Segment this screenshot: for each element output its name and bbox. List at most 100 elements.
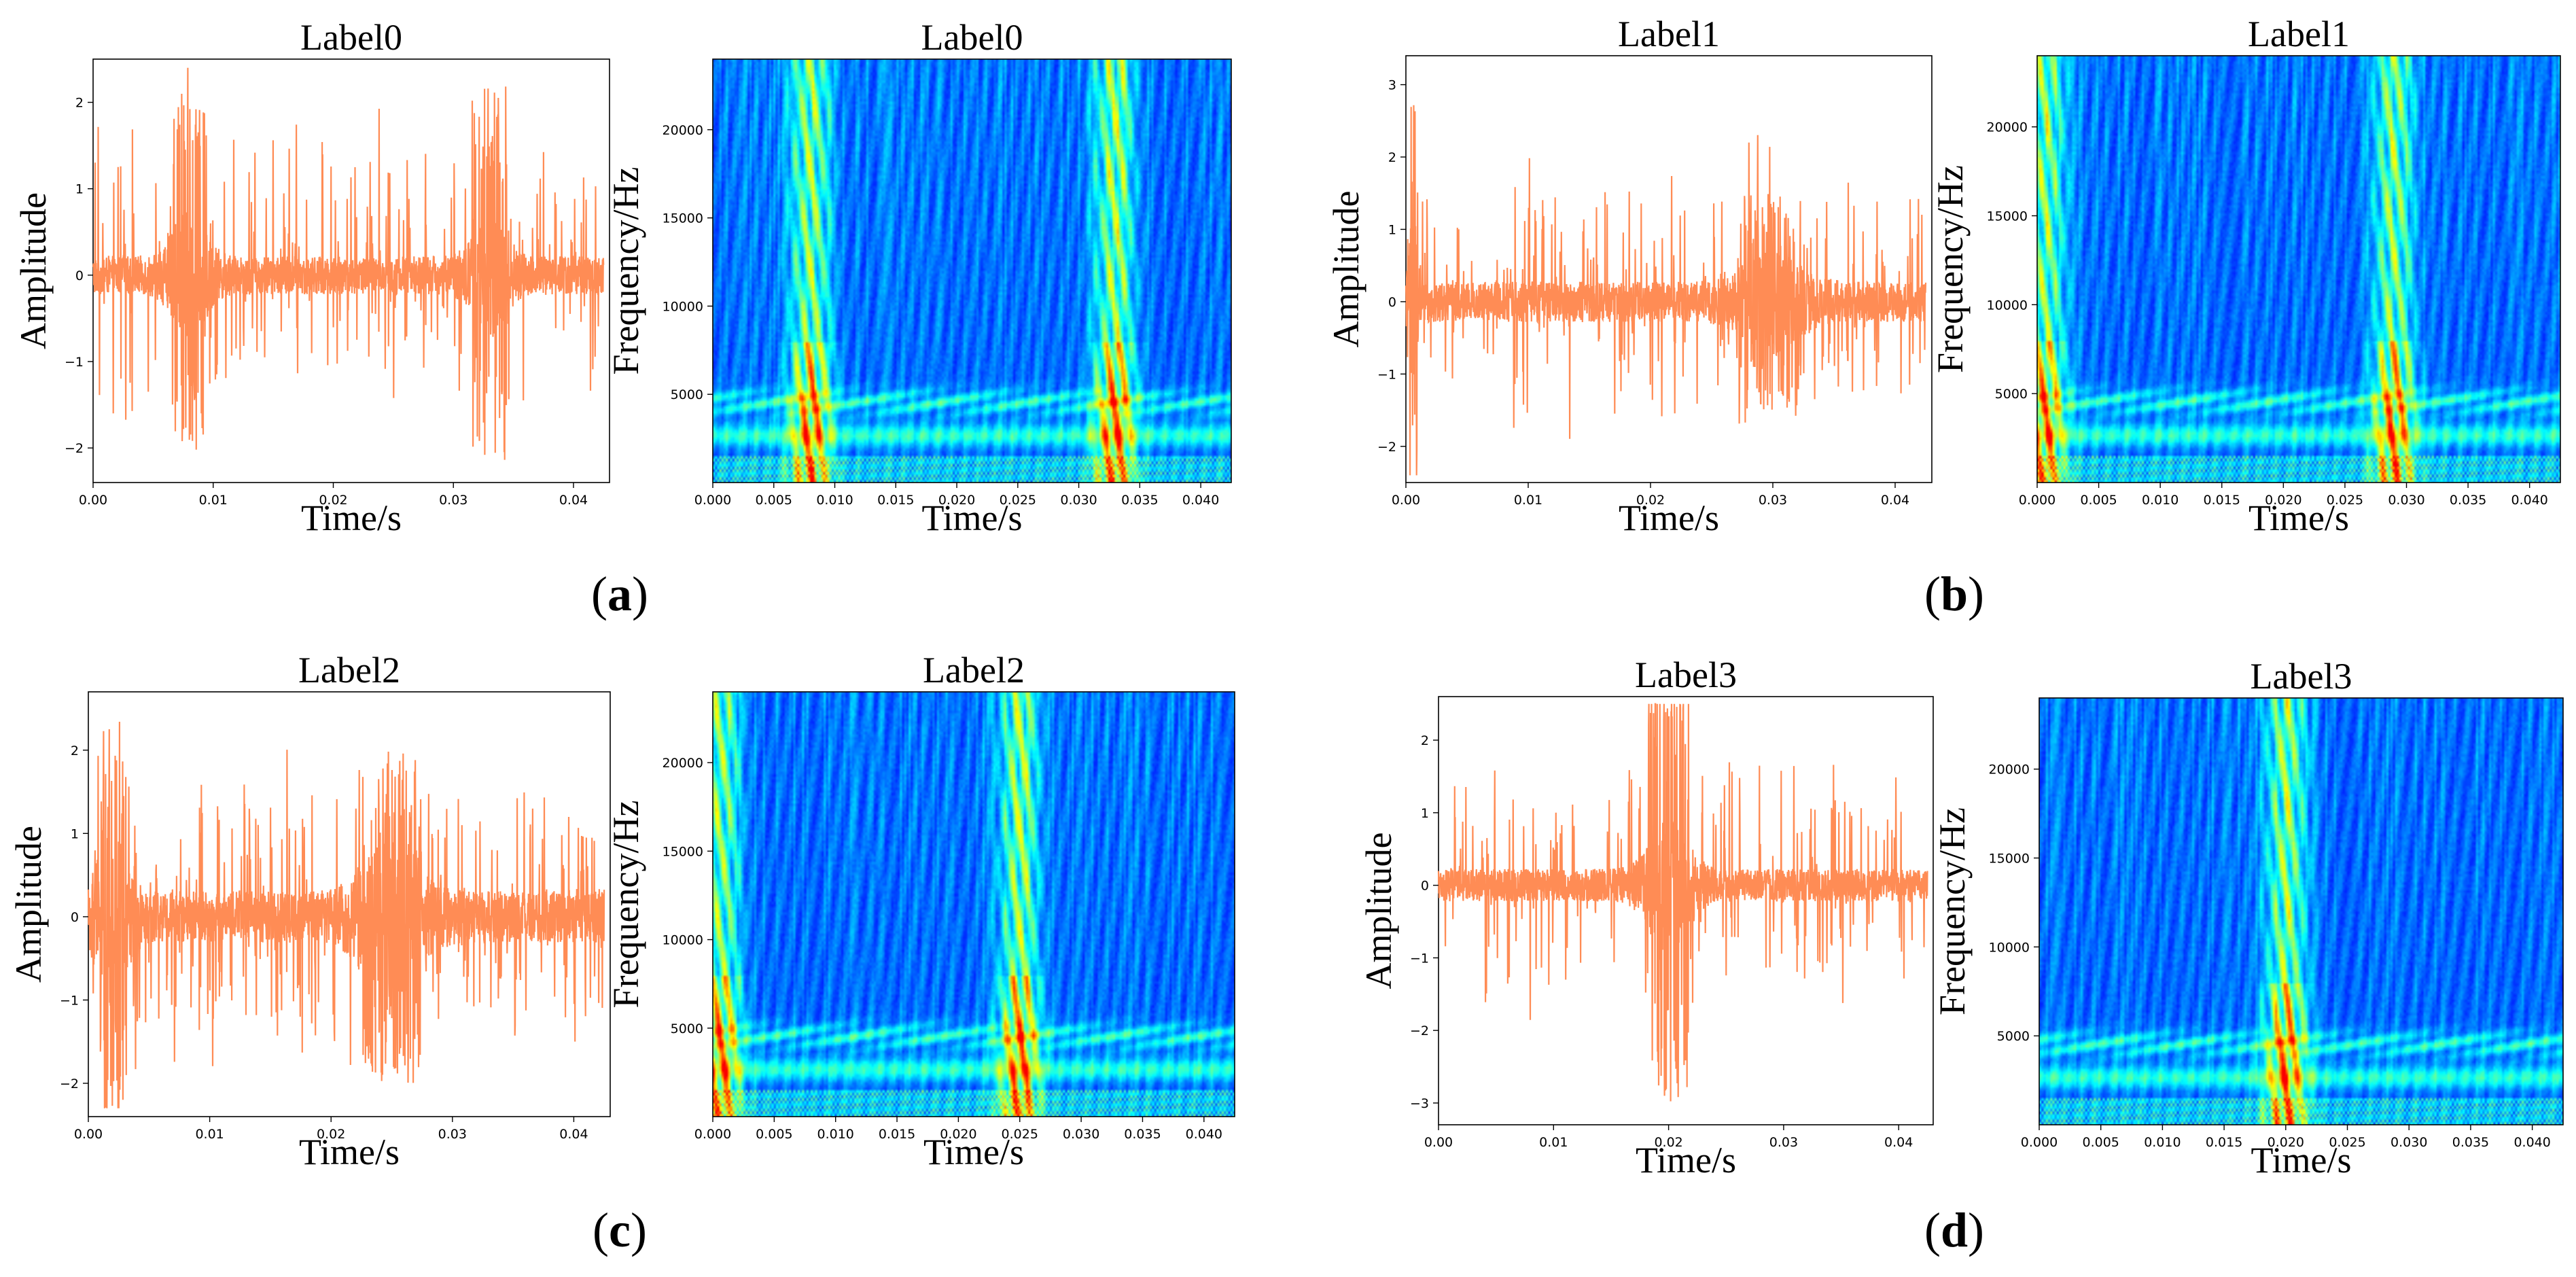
x-tick-label: 0.02	[1654, 1135, 1682, 1150]
panel-label: (a)	[591, 567, 648, 621]
y-tick-label: −1	[1377, 367, 1396, 382]
y-axis-label: Frequency/Hz	[1930, 165, 1971, 373]
waveform-plot-a: 0.00 0.01 0.02 0.03 0.04 2 1 0 −1 −2	[65, 58, 610, 508]
y-tick-label: −2	[65, 441, 84, 456]
x-tick-label: 0.025	[1000, 493, 1036, 508]
y-tick-label: 20000	[663, 756, 703, 771]
y-tick-label: 2	[71, 744, 79, 758]
plot-frame	[1405, 55, 1933, 483]
y-tick-label: 10000	[1989, 940, 2030, 955]
spectrogram-image	[2037, 56, 2560, 483]
spectrogram-image	[713, 59, 1231, 483]
y-tick-label: 15000	[663, 211, 703, 226]
x-tick-label: 0.01	[195, 1127, 224, 1142]
x-tick-label: 0.03	[1769, 1135, 1798, 1150]
panel-label: (b)	[1924, 567, 1984, 621]
y-axis-label: Frequency/Hz	[605, 167, 646, 375]
x-tick-label: 0.005	[756, 493, 792, 508]
x-tick-label: 0.030	[2390, 1135, 2427, 1150]
plot-title: Label0	[921, 17, 1023, 58]
y-tick-label: 20000	[1987, 120, 2028, 135]
x-axis-label: Time/s	[921, 497, 1022, 538]
spectrogram-image	[2039, 698, 2563, 1125]
x-axis-label: Time/s	[299, 1132, 400, 1172]
x-axis-label: Time/s	[1619, 497, 1719, 538]
plot-title: Label1	[1618, 14, 1720, 54]
y-tick-label: 15000	[663, 844, 703, 859]
y-tick-label: −2	[60, 1077, 79, 1091]
y-tick-label: 0	[1388, 295, 1396, 310]
spectrogram-plot-b: 0.000 0.005 0.010 0.015 0.020 0.025 0.030 0.035…	[1987, 55, 2561, 508]
x-tick-label: 0.010	[2142, 493, 2178, 508]
x-tick-label: 0.020	[2265, 493, 2301, 508]
y-tick-label: 1	[75, 182, 84, 197]
x-tick-label: 0.020	[938, 493, 975, 508]
y-tick-label: 5000	[1995, 387, 2028, 402]
x-tick-label: 0.01	[1539, 1135, 1568, 1150]
spectrogram-plot-d: 0.000 0.005 0.010 0.015 0.020 0.025 0.030 0.035…	[1989, 697, 2564, 1150]
x-tick-label: 0.020	[940, 1127, 976, 1142]
x-tick-label: 0.01	[1514, 493, 1542, 508]
x-tick-label: 0.04	[1881, 493, 1909, 508]
spectrogram-image	[713, 692, 1235, 1117]
x-tick-label: 0.010	[816, 493, 853, 508]
plot-title: Label3	[1635, 654, 1737, 695]
y-tick-label: −2	[1410, 1024, 1429, 1038]
y-tick-label: 2	[75, 96, 84, 111]
x-tick-label: 0.000	[2021, 1135, 2058, 1150]
plot-title: Label0	[300, 17, 402, 58]
y-tick-label: 3	[1388, 78, 1396, 93]
x-tick-label: 0.00	[74, 1127, 103, 1142]
x-tick-label: 0.03	[439, 493, 467, 508]
x-tick-label: 0.010	[2144, 1135, 2181, 1150]
y-axis-label: Amplitude	[1358, 833, 1399, 990]
y-tick-label: −1	[60, 993, 79, 1008]
x-tick-label: 0.03	[438, 1127, 467, 1142]
signal-line	[87, 721, 605, 1108]
x-tick-label: 0.04	[1884, 1135, 1913, 1150]
plot-title: Label1	[2248, 14, 2350, 54]
x-tick-label: 0.000	[694, 493, 731, 508]
x-tick-label: 0.005	[756, 1127, 792, 1142]
y-tick-label: 10000	[1987, 298, 2028, 313]
y-tick-label: −1	[1410, 951, 1429, 966]
x-tick-label: 0.035	[2452, 1135, 2489, 1150]
x-tick-label: 0.035	[2450, 493, 2486, 508]
x-tick-label: 0.005	[2080, 493, 2117, 508]
x-tick-label: 0.030	[1060, 493, 1097, 508]
y-tick-label: 10000	[663, 933, 703, 948]
panel-label: (d)	[1924, 1203, 1984, 1257]
x-tick-label: 0.015	[2204, 493, 2240, 508]
x-tick-label: 0.040	[2511, 493, 2548, 508]
x-tick-label: 0.035	[1124, 1127, 1161, 1142]
y-tick-label: 0	[75, 268, 84, 283]
x-tick-label: 0.030	[1063, 1127, 1099, 1142]
y-tick-label: 2	[1421, 733, 1429, 748]
x-tick-label: 0.000	[694, 1127, 731, 1142]
y-axis-label: Amplitude	[1326, 191, 1366, 348]
x-tick-label: 0.025	[1002, 1127, 1038, 1142]
y-tick-label: 15000	[1989, 852, 2030, 867]
x-tick-label: 0.00	[1424, 1135, 1453, 1150]
y-tick-label: 5000	[671, 387, 703, 402]
x-tick-label: 0.035	[1121, 493, 1158, 508]
y-tick-label: 0	[71, 910, 79, 925]
plot-title: Label3	[2251, 656, 2352, 697]
plot-frame	[2036, 55, 2561, 483]
y-tick-label: −2	[1377, 440, 1396, 455]
x-tick-label: 0.040	[2513, 1135, 2550, 1150]
plot-title: Label2	[923, 650, 1025, 690]
signal-line	[1437, 703, 1928, 1102]
y-tick-label: 10000	[663, 299, 703, 314]
waveform-plot-c: 0.00 0.01 0.02 0.03 0.04 2 1 0 −1 −2	[60, 691, 611, 1142]
x-tick-label: 0.00	[1392, 493, 1420, 508]
x-axis-label: Time/s	[301, 497, 402, 538]
waveform-plot-d: 0.00 0.01 0.02 0.03 0.04 2 1 0 −1 −2 −3	[1410, 696, 1934, 1150]
signal-line	[92, 67, 605, 460]
x-axis-label: Time/s	[1636, 1140, 1736, 1180]
x-tick-label: 0.030	[2388, 493, 2424, 508]
y-tick-label: 1	[1388, 222, 1396, 237]
x-tick-label: 0.025	[2329, 1135, 2365, 1150]
spectrogram-plot-c: 0.000 0.005 0.010 0.015 0.020 0.025 0.030 0.035…	[663, 691, 1235, 1142]
